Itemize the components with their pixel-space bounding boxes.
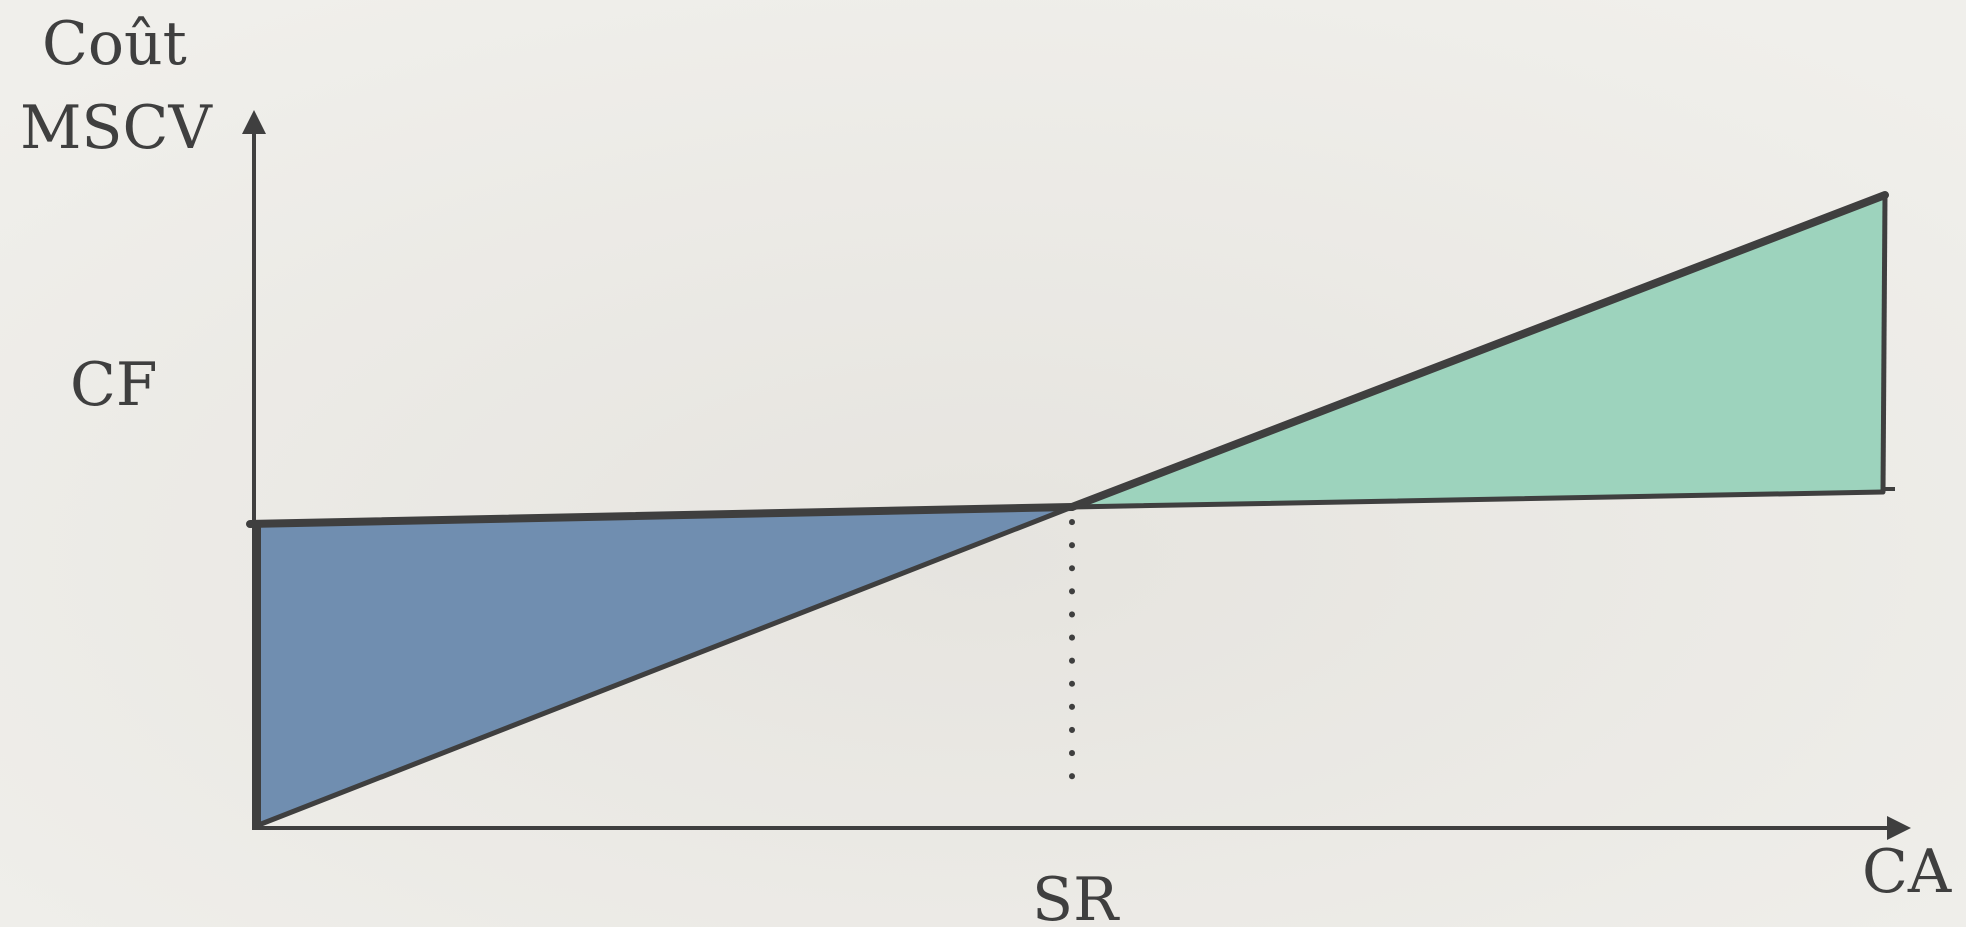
breakeven-label: SR — [1032, 865, 1119, 927]
fixed-cost-label: CF — [70, 350, 158, 420]
fixed-cost-line — [246, 503, 1076, 528]
x-axis-arrowhead — [1887, 816, 1911, 840]
fixed-cost-line-extension — [1069, 489, 1886, 510]
mscv-line-upper — [1068, 191, 1889, 511]
profit-area-right-edge — [1880, 194, 1888, 493]
mscv-line — [253, 504, 1075, 829]
y-axis-label-cout: Coût — [42, 9, 187, 79]
x-axis-label: CA — [1862, 837, 1952, 907]
y-axis-label-mscv: MSCV — [20, 93, 212, 163]
y-axis-arrowhead — [242, 110, 266, 134]
